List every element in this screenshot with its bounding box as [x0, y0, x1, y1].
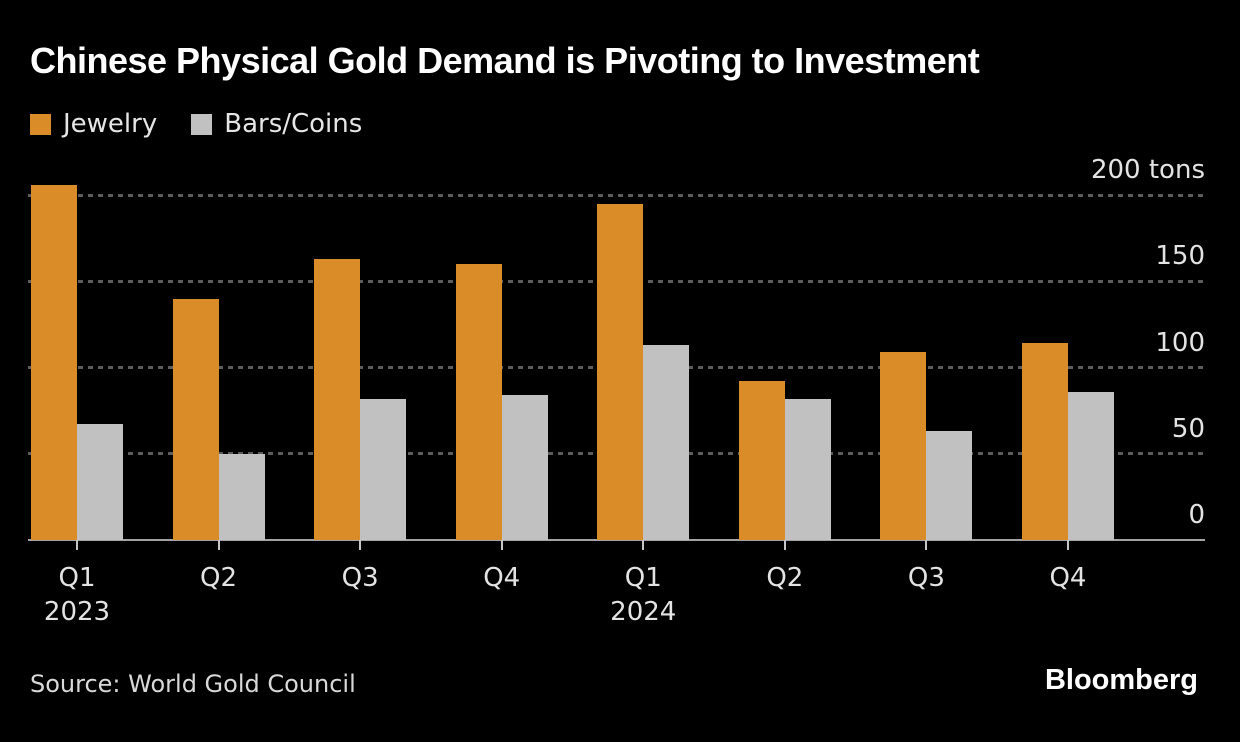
- legend-label-bars-coins: Bars/Coins: [224, 109, 363, 139]
- bars-coins-swatch-icon: [191, 113, 213, 135]
- legend-label-jewelry: Jewelry: [63, 109, 158, 139]
- plot-area: 200 tons 150 100 50 0 Q1 2023 Q2 Q3 Q4 Q1 2024 Q2 Q3 Q…: [28, 155, 1205, 627]
- legend-item-jewelry: Jewelry: [30, 109, 157, 139]
- x-axis-label-7: Q4: [1049, 563, 1087, 593]
- bar-bars-coins-q3-2024: [926, 431, 973, 540]
- x-axis-label-0: Q1: [58, 563, 96, 593]
- source-note: Source: World Gold Council: [30, 670, 356, 698]
- x-tick-4: [642, 540, 645, 550]
- x-axis-year-2024: 2024: [610, 597, 677, 627]
- bar-bars-coins-q2-2023: [218, 453, 265, 540]
- y-axis-label-100: 100: [1155, 327, 1205, 358]
- y-axis-label-150: 150: [1155, 241, 1205, 272]
- y-axis-label-50: 50: [1171, 413, 1205, 444]
- jewelry-swatch-icon: [30, 113, 51, 135]
- x-tick-6: [925, 540, 928, 550]
- bar-jewelry-q2-2024: [738, 381, 785, 540]
- bar-bars-coins-q3-2023: [360, 398, 407, 540]
- y-axis-label-200: 200 tons: [1090, 155, 1205, 185]
- bar-jewelry-q4-2023: [455, 264, 502, 540]
- x-tick-0: [76, 540, 78, 550]
- bloomberg-logo: Bloomberg: [1044, 664, 1198, 696]
- x-tick-5: [783, 540, 786, 550]
- chart-title: Chinese Physical Gold Demand is Pivoting…: [30, 40, 980, 81]
- bar-jewelry-q3-2023: [314, 258, 361, 540]
- x-axis-label-5: Q2: [766, 563, 804, 593]
- x-tick-3: [500, 540, 503, 550]
- bar-jewelry-q2-2023: [172, 298, 219, 540]
- bar-jewelry-q3-2024: [880, 351, 927, 540]
- bar-bars-coins-q4-2024: [1067, 391, 1114, 540]
- x-tick-1: [217, 540, 220, 550]
- gridline-200: [28, 193, 1205, 197]
- bar-jewelry-q4-2024: [1021, 343, 1068, 540]
- x-axis-label-3: Q4: [483, 563, 521, 593]
- x-axis-label-1: Q2: [200, 563, 238, 593]
- x-axis-label-6: Q3: [907, 563, 945, 593]
- x-axis-year-2023: 2023: [43, 597, 111, 627]
- bar-bars-coins-q1-2023: [77, 424, 123, 540]
- bar-bars-coins-q4-2023: [501, 395, 548, 540]
- bar-bars-coins-q1-2024: [643, 345, 690, 540]
- bar-jewelry-q1-2024: [597, 203, 644, 540]
- bar-bars-coins-q2-2024: [784, 398, 831, 540]
- y-axis-label-0: 0: [1188, 500, 1205, 530]
- x-axis-line: [28, 539, 1205, 541]
- x-axis-label-4: Q1: [624, 563, 662, 593]
- legend: Jewelry Bars/Coins: [30, 109, 362, 139]
- x-tick-2: [359, 540, 362, 550]
- bar-jewelry-q1-2023: [31, 184, 77, 540]
- x-axis-label-2: Q3: [341, 563, 379, 593]
- x-tick-7: [1066, 540, 1069, 550]
- legend-item-bars-coins: Bars/Coins: [191, 109, 362, 139]
